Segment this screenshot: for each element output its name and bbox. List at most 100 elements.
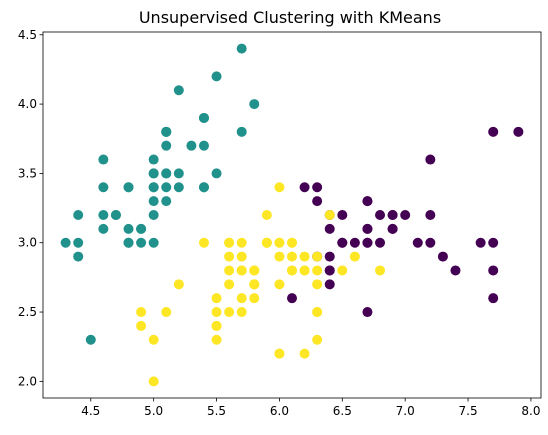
data-point	[173, 85, 184, 96]
data-point	[236, 43, 247, 54]
data-point	[148, 168, 159, 179]
x-tick-label: 7.0	[396, 404, 415, 418]
data-point	[425, 210, 436, 220]
data-point	[211, 334, 222, 345]
data-point	[224, 279, 235, 290]
data-point	[249, 293, 260, 304]
data-point	[362, 196, 373, 207]
data-point	[488, 237, 499, 248]
data-point	[312, 182, 323, 193]
data-point	[123, 182, 134, 193]
data-point	[400, 210, 411, 220]
data-point	[236, 307, 247, 318]
data-point	[274, 182, 285, 193]
data-point	[136, 307, 147, 318]
data-point	[349, 237, 360, 248]
chart-title: Unsupervised Clustering with KMeans	[139, 8, 441, 27]
data-point	[425, 154, 436, 165]
x-tick-label: 6.5	[333, 404, 352, 418]
x-tick-label: 5.5	[207, 404, 226, 418]
data-point	[211, 293, 222, 304]
data-point	[224, 307, 235, 318]
data-point	[73, 251, 84, 262]
x-tick-label: 6.0	[270, 404, 289, 418]
data-point	[312, 251, 323, 262]
data-point	[136, 320, 147, 331]
data-point	[110, 210, 121, 220]
data-point	[513, 126, 524, 137]
y-tick-label: 3.0	[18, 236, 37, 250]
data-point	[186, 140, 197, 151]
data-point	[161, 126, 172, 137]
data-point	[224, 237, 235, 248]
data-point	[224, 265, 235, 276]
data-point	[274, 237, 285, 248]
data-point	[161, 307, 172, 318]
y-tick-label: 2.5	[18, 305, 37, 319]
data-point	[161, 182, 172, 193]
data-point	[362, 237, 373, 248]
data-point	[324, 251, 335, 262]
data-point	[287, 293, 297, 304]
data-point	[261, 210, 272, 220]
data-point	[312, 279, 323, 290]
axes: 4.5 5.0 5.5 6.0 6.5 7.0 7.5 8.0 2.0 2.5 3.0 3.5 4.0 4…	[18, 28, 542, 418]
data-point	[198, 182, 209, 193]
data-point	[211, 71, 222, 82]
data-point	[249, 279, 260, 290]
x-tick-label: 7.5	[459, 404, 478, 418]
data-point	[324, 265, 335, 276]
data-point	[73, 237, 84, 248]
data-point	[148, 182, 159, 193]
data-point	[211, 307, 222, 318]
data-point	[98, 182, 109, 193]
data-point	[73, 210, 84, 220]
data-point	[148, 237, 159, 248]
data-point	[236, 237, 247, 248]
data-point	[161, 196, 172, 207]
data-point	[437, 251, 448, 262]
data-point	[362, 223, 373, 234]
data-point	[488, 126, 499, 137]
data-point	[236, 126, 247, 137]
data-point	[375, 210, 386, 220]
data-point	[249, 265, 260, 276]
data-point	[148, 210, 159, 220]
x-tick-label: 4.5	[81, 404, 100, 418]
data-point	[123, 237, 134, 248]
data-point	[287, 237, 297, 248]
data-point	[312, 265, 323, 276]
data-point	[488, 265, 499, 276]
data-point	[337, 237, 348, 248]
data-point	[324, 279, 335, 290]
data-point	[488, 293, 499, 304]
data-point	[148, 154, 159, 165]
data-point	[123, 223, 134, 234]
x-tick-label: 8.0	[521, 404, 540, 418]
data-point	[236, 251, 247, 262]
data-point	[224, 251, 235, 262]
data-point	[299, 348, 310, 359]
scatter-points	[60, 43, 524, 387]
data-point	[261, 237, 272, 248]
data-point	[249, 99, 260, 110]
data-point	[236, 293, 247, 304]
data-point	[148, 334, 159, 345]
y-tick-label: 3.5	[18, 166, 37, 180]
data-point	[211, 320, 222, 331]
data-point	[312, 334, 323, 345]
plot-frame	[42, 31, 542, 399]
data-point	[475, 237, 486, 248]
data-point	[450, 265, 461, 276]
data-point	[375, 265, 386, 276]
data-point	[198, 112, 209, 123]
data-point	[337, 210, 348, 220]
data-point	[148, 196, 159, 207]
data-point	[98, 154, 109, 165]
data-point	[337, 265, 348, 276]
data-point	[362, 307, 373, 318]
x-tick-label: 5.0	[144, 404, 163, 418]
data-point	[161, 140, 172, 151]
data-point	[85, 334, 96, 345]
